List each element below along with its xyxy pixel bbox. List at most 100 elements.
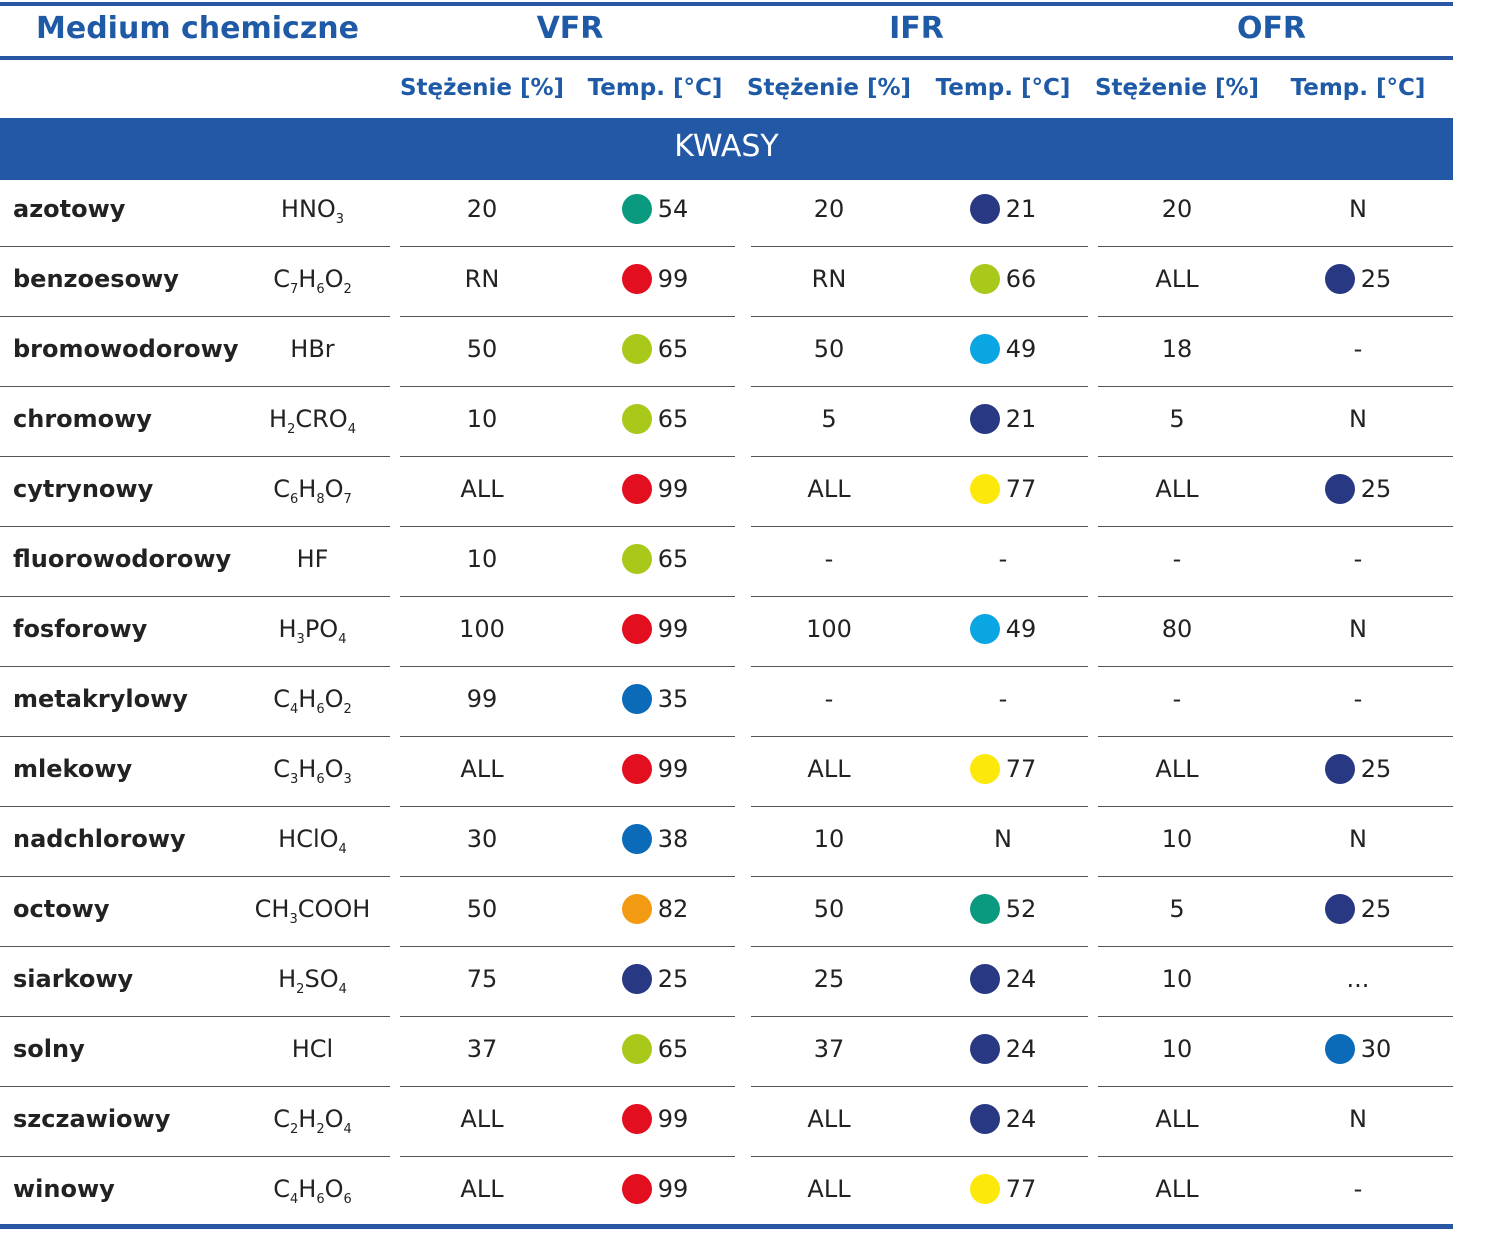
vfr-concentration: 50 — [466, 335, 498, 363]
row-divider — [400, 246, 735, 247]
ofr-concentration: - — [1172, 545, 1182, 573]
chemical-formula: HClO4 — [278, 825, 347, 857]
ofr-concentration: ALL — [1155, 1175, 1199, 1203]
rating-dot-icon — [969, 614, 1000, 644]
rating-dot-icon — [621, 264, 652, 294]
rating-dot-icon — [621, 334, 652, 364]
row-divider — [751, 876, 1088, 877]
row-divider — [400, 1016, 735, 1017]
ofr-concentration: - — [1172, 685, 1182, 713]
chemical-formula: HF — [296, 545, 329, 573]
table-row: cytrynowy C6H8O7 ALL 99 ALL 77 ALL 25 — [0, 460, 1453, 530]
chemical-formula: HNO3 — [280, 195, 345, 227]
vfr-temperature: 99 — [570, 1160, 740, 1226]
row-divider — [1098, 316, 1453, 317]
rating-dot-icon — [621, 474, 652, 504]
ofr-concentration: 5 — [1169, 895, 1185, 923]
chemical-formula: C7H6O2 — [273, 265, 352, 297]
rating-dot-icon — [621, 894, 652, 924]
rating-dot-icon — [621, 404, 652, 434]
table-row: benzoesowy C7H6O2 RN 99 RN 66 ALL 25 — [0, 250, 1453, 320]
medium-name: solny — [13, 1035, 85, 1063]
ofr-temperature: N — [1349, 615, 1367, 643]
medium-name: fosforowy — [13, 615, 148, 643]
vfr-concentration: 99 — [466, 685, 498, 713]
ifr-temperature: - — [998, 685, 1008, 713]
medium-name: octowy — [13, 895, 110, 923]
chemical-formula: CH3COOH — [254, 895, 371, 927]
vfr-temperature: 54 — [570, 180, 740, 246]
row-divider — [751, 456, 1088, 457]
row-divider — [400, 666, 735, 667]
vfr-concentration: 10 — [466, 405, 498, 433]
row-divider — [751, 946, 1088, 947]
row-divider — [0, 666, 390, 667]
ofr-temperature: - — [1353, 685, 1363, 713]
rating-dot-icon — [621, 1174, 652, 1204]
table-row: solny HCl 37 65 37 24 10 30 — [0, 1020, 1453, 1090]
header-group-ifr: IFR — [889, 11, 944, 46]
ifr-concentration: 50 — [813, 895, 845, 923]
rating-dot-icon — [621, 544, 652, 574]
ifr-temperature: 49 — [918, 320, 1088, 386]
ofr-concentration: ALL — [1155, 475, 1199, 503]
rating-dot-icon — [621, 1034, 652, 1064]
rating-dot-icon — [1324, 264, 1355, 294]
ofr-temperature: ... — [1346, 965, 1370, 993]
row-divider — [0, 876, 390, 877]
vfr-concentration: 20 — [466, 195, 498, 223]
subheader-ofr-temperature: Temp. [°C] — [1290, 75, 1426, 101]
medium-name: benzoesowy — [13, 265, 179, 293]
table-row: winowy C4H6O6 ALL 99 ALL 77 ALL - — [0, 1160, 1453, 1230]
ifr-concentration: - — [824, 545, 834, 573]
vfr-temperature: 65 — [570, 320, 740, 386]
rating-dot-icon — [1324, 894, 1355, 924]
row-divider — [0, 736, 390, 737]
vfr-temperature: 99 — [570, 740, 740, 806]
row-divider — [751, 666, 1088, 667]
ifr-concentration: 100 — [806, 615, 852, 643]
ofr-concentration: ALL — [1155, 265, 1199, 293]
rating-dot-icon — [969, 964, 1000, 994]
medium-name: chromowy — [13, 405, 152, 433]
ofr-temperature: N — [1349, 1105, 1367, 1133]
vfr-temperature: 35 — [570, 670, 740, 736]
row-divider — [0, 1156, 390, 1157]
ofr-concentration: 18 — [1161, 335, 1193, 363]
ifr-concentration: - — [824, 685, 834, 713]
ofr-temperature: 25 — [1272, 250, 1444, 316]
ifr-temperature: 77 — [918, 1160, 1088, 1226]
row-divider — [751, 526, 1088, 527]
row-divider — [751, 1156, 1088, 1157]
medium-name: metakrylowy — [13, 685, 188, 713]
row-divider — [0, 596, 390, 597]
vfr-concentration: ALL — [460, 1105, 504, 1133]
row-divider — [0, 386, 390, 387]
subheader-vfr-concentration: Stężenie [%] — [399, 75, 565, 101]
medium-name: cytrynowy — [13, 475, 154, 503]
ifr-temperature: 24 — [918, 950, 1088, 1016]
section-header-acids: KWASY — [0, 118, 1453, 180]
ifr-temperature: 24 — [918, 1020, 1088, 1086]
table-row: metakrylowy C4H6O2 99 35 - - - - — [0, 670, 1453, 740]
row-divider — [751, 246, 1088, 247]
ofr-concentration: 80 — [1161, 615, 1193, 643]
medium-name: azotowy — [13, 195, 126, 223]
vfr-concentration: ALL — [460, 475, 504, 503]
ofr-temperature: 25 — [1272, 740, 1444, 806]
rating-dot-icon — [621, 754, 652, 784]
ifr-temperature: 77 — [918, 740, 1088, 806]
ifr-concentration: 25 — [813, 965, 845, 993]
row-divider — [751, 806, 1088, 807]
ifr-concentration: 37 — [813, 1035, 845, 1063]
rating-dot-icon — [969, 894, 1000, 924]
vfr-temperature: 65 — [570, 390, 740, 456]
ifr-concentration: ALL — [807, 1105, 851, 1133]
table-row: fosforowy H3PO4 100 99 100 49 80 N — [0, 600, 1453, 670]
ofr-concentration: ALL — [1155, 1105, 1199, 1133]
row-divider — [1098, 1156, 1453, 1157]
subheader-ifr-concentration: Stężenie [%] — [746, 75, 912, 101]
table-row: mlekowy C3H6O3 ALL 99 ALL 77 ALL 25 — [0, 740, 1453, 810]
header-medium: Medium chemiczne — [36, 11, 359, 46]
chemical-formula: C6H8O7 — [273, 475, 352, 507]
